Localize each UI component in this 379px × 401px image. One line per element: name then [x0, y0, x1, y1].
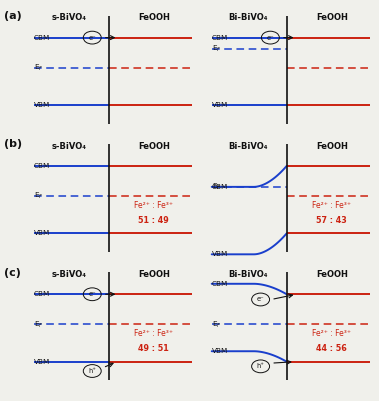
Text: VBM: VBM [34, 231, 50, 236]
Text: 49 : 51: 49 : 51 [138, 344, 169, 353]
Text: FeOOH: FeOOH [138, 270, 170, 279]
Text: h⁺: h⁺ [257, 363, 265, 369]
Text: CBM: CBM [212, 34, 228, 41]
Text: E$_F$: E$_F$ [212, 44, 221, 55]
Text: Fe²⁺ : Fe³⁺: Fe²⁺ : Fe³⁺ [134, 201, 173, 210]
Text: (b): (b) [4, 139, 22, 149]
Text: VBM: VBM [212, 102, 228, 108]
Text: FeOOH: FeOOH [316, 270, 348, 279]
Text: FeOOH: FeOOH [316, 142, 348, 150]
Text: FeOOH: FeOOH [138, 142, 170, 150]
Text: 51 : 49: 51 : 49 [138, 216, 169, 225]
Text: 44 : 56: 44 : 56 [316, 344, 347, 353]
Text: Bi-BiVO₄: Bi-BiVO₄ [228, 270, 267, 279]
Text: 57 : 43: 57 : 43 [316, 216, 347, 225]
Text: s-BiVO₄: s-BiVO₄ [52, 13, 87, 22]
Text: e⁻: e⁻ [88, 291, 96, 297]
Text: FeOOH: FeOOH [316, 13, 348, 22]
Text: s-BiVO₄: s-BiVO₄ [52, 142, 87, 150]
Text: CBM: CBM [34, 163, 50, 169]
Text: E$_F$: E$_F$ [34, 319, 43, 330]
Text: e⁻: e⁻ [88, 34, 96, 41]
Text: (a): (a) [4, 11, 22, 21]
Text: CBM: CBM [34, 291, 50, 297]
Text: FeOOH: FeOOH [138, 13, 170, 22]
Text: CBM: CBM [212, 184, 228, 190]
Text: e⁻: e⁻ [266, 34, 274, 41]
Text: E$_F$: E$_F$ [34, 63, 43, 73]
Text: E$_F$: E$_F$ [34, 191, 43, 201]
Text: VBM: VBM [212, 251, 228, 257]
Text: E$_F$: E$_F$ [212, 182, 221, 192]
Text: CBM: CBM [212, 281, 228, 287]
Text: VBM: VBM [34, 102, 50, 108]
Text: VBM: VBM [212, 348, 228, 354]
Text: CBM: CBM [34, 34, 50, 41]
Text: VBM: VBM [34, 359, 50, 365]
Text: e⁻: e⁻ [257, 296, 265, 302]
Text: E$_F$: E$_F$ [212, 319, 221, 330]
Text: h⁺: h⁺ [88, 368, 96, 374]
Text: (c): (c) [4, 267, 21, 277]
Text: Fe²⁺ : Fe³⁺: Fe²⁺ : Fe³⁺ [312, 201, 351, 210]
Text: s-BiVO₄: s-BiVO₄ [52, 270, 87, 279]
Text: Fe²⁺ : Fe³⁺: Fe²⁺ : Fe³⁺ [134, 329, 173, 338]
Text: Bi-BiVO₄: Bi-BiVO₄ [228, 142, 267, 150]
Text: Bi-BiVO₄: Bi-BiVO₄ [228, 13, 267, 22]
Text: Fe²⁺ : Fe³⁺: Fe²⁺ : Fe³⁺ [312, 329, 351, 338]
